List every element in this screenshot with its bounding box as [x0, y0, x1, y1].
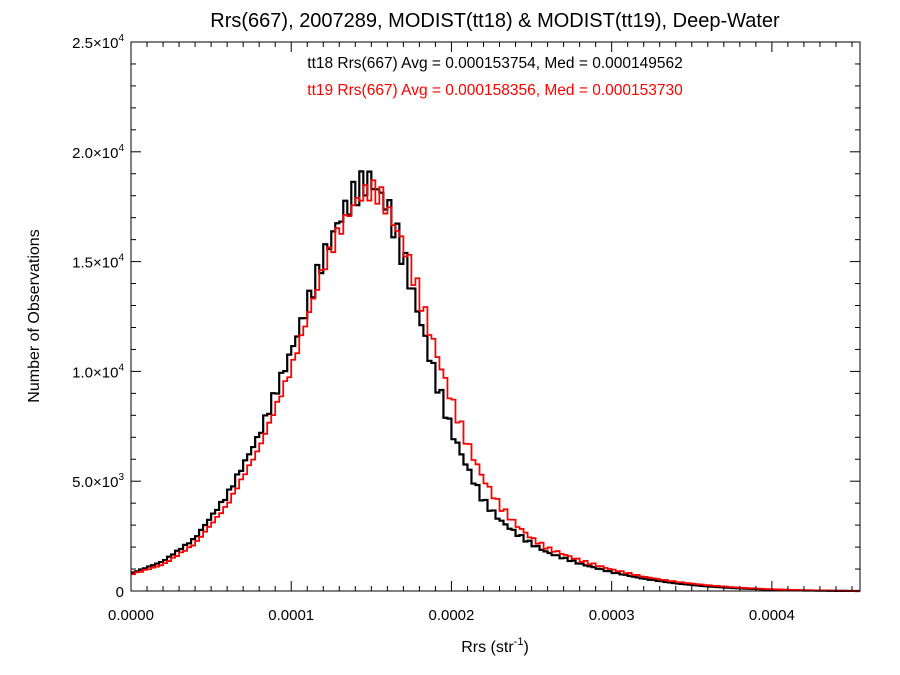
series-tt19-line [131, 179, 860, 592]
y-tick-label: 2.5×104 [72, 33, 124, 52]
x-tick-label: 0.0001 [268, 607, 314, 624]
x-tick-label: 0.0003 [589, 607, 635, 624]
plot-frame [130, 41, 861, 592]
y-tick-label: 5.0×103 [72, 472, 124, 491]
chart-title: Rrs(667), 2007289, MODIST(tt18) & MODIST… [210, 10, 780, 32]
x-tick-label: 0.0004 [749, 607, 795, 624]
y-axis-label: Number of Observations [26, 229, 43, 402]
axes-layer: 0.0000 0.0001 0.0002 0.0003 0.0004 0 5.0×103 1.… [72, 33, 860, 624]
series-tt18-line [131, 170, 860, 593]
x-tick-label: 0.0002 [428, 607, 474, 624]
x-axis-label: Rrs (str-1) [461, 636, 529, 656]
annotation-tt19: tt19 Rrs(667) Avg = 0.000158356, Med = 0… [307, 82, 683, 99]
y-tick-label: 0 [116, 584, 124, 601]
y-tick-label: 1.0×104 [72, 362, 124, 381]
y-tick-label: 2.0×104 [72, 143, 124, 162]
series-layer [131, 170, 860, 593]
annotation-tt18: tt18 Rrs(667) Avg = 0.000153754, Med = 0… [307, 55, 682, 72]
y-tick-label: 1.5×104 [72, 253, 124, 272]
svg-text:Number of Observations: Number of Observations [26, 229, 43, 402]
x-tick-label: 0.0000 [108, 607, 154, 624]
